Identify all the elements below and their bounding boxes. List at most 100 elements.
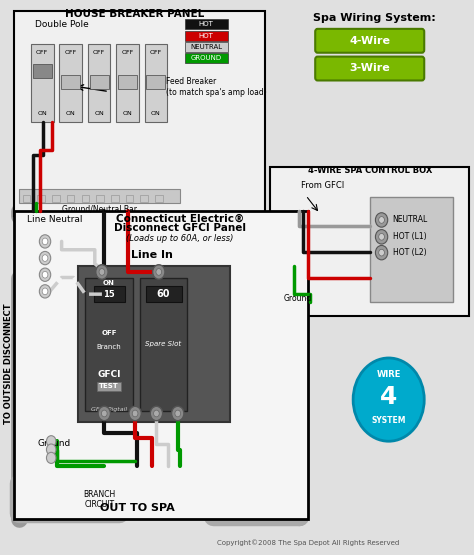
Bar [61, 75, 80, 89]
Bar [155, 195, 163, 202]
Text: 4: 4 [380, 385, 397, 409]
Text: Ground: Ground [38, 440, 71, 448]
Circle shape [39, 268, 51, 281]
Text: 60: 60 [157, 289, 170, 299]
Text: Line In: Line In [131, 250, 173, 260]
Circle shape [379, 249, 384, 256]
Circle shape [39, 285, 51, 298]
Bar [23, 195, 30, 202]
Circle shape [46, 452, 56, 463]
Text: HOT (L1): HOT (L1) [393, 233, 427, 241]
Bar [185, 53, 228, 63]
Text: Copyright©2008 The Spa Depot All Rights Reserved: Copyright©2008 The Spa Depot All Rights … [217, 539, 399, 546]
Bar [140, 195, 148, 202]
FancyBboxPatch shape [315, 29, 424, 53]
Text: OFF: OFF [36, 50, 48, 56]
Circle shape [46, 436, 56, 447]
Bar [31, 44, 54, 122]
Text: OFF: OFF [101, 330, 117, 336]
Text: 4-WIRE SPA CONTROL BOX: 4-WIRE SPA CONTROL BOX [308, 166, 432, 175]
Circle shape [96, 265, 108, 279]
Circle shape [375, 245, 388, 260]
Text: Line Neutral: Line Neutral [27, 215, 82, 224]
Bar [145, 44, 167, 122]
Bar [146, 286, 182, 302]
Circle shape [353, 358, 424, 441]
Text: NEUTRAL: NEUTRAL [190, 44, 222, 49]
Bar [126, 195, 133, 202]
Text: GFCI Pigtail: GFCI Pigtail [91, 407, 127, 412]
Text: 15: 15 [103, 290, 115, 299]
Text: NEUTRAL: NEUTRAL [392, 215, 428, 224]
Text: HOT (L2): HOT (L2) [393, 248, 427, 257]
Text: TO OUTSIDE DISCONNECT: TO OUTSIDE DISCONNECT [4, 303, 13, 424]
Text: Branch: Branch [97, 344, 121, 350]
Circle shape [375, 213, 388, 227]
Circle shape [153, 265, 165, 279]
Text: HOT: HOT [199, 22, 214, 27]
Circle shape [39, 235, 51, 248]
Circle shape [379, 216, 384, 223]
FancyBboxPatch shape [315, 57, 424, 80]
Text: HOT: HOT [199, 33, 214, 38]
Text: Connecticut Electric®: Connecticut Electric® [116, 214, 244, 224]
Circle shape [156, 269, 162, 275]
Bar [14, 11, 265, 216]
Circle shape [175, 410, 181, 417]
Bar [88, 44, 110, 122]
Bar [96, 195, 104, 202]
Text: BRANCH
CIRCUIT: BRANCH CIRCUIT [83, 490, 116, 509]
Circle shape [42, 288, 48, 295]
Text: ON: ON [151, 111, 161, 117]
Bar [85, 278, 133, 411]
Text: Feed Breaker
(to match spa's amp load): Feed Breaker (to match spa's amp load) [166, 78, 267, 97]
Bar [67, 195, 74, 202]
Bar [52, 195, 60, 202]
Bar [14, 211, 308, 519]
Bar [94, 286, 125, 302]
Bar [146, 75, 165, 89]
Text: Disconnect GFCI Panel: Disconnect GFCI Panel [114, 223, 246, 233]
Text: 3-Wire: 3-Wire [349, 63, 390, 73]
Circle shape [39, 251, 51, 265]
Text: SYSTEM: SYSTEM [372, 416, 406, 425]
Bar [82, 195, 89, 202]
Text: WIRE: WIRE [376, 370, 401, 379]
Circle shape [132, 410, 138, 417]
Text: From GFCI: From GFCI [301, 181, 344, 190]
Text: HOUSE BREAKER PANEL: HOUSE BREAKER PANEL [65, 9, 205, 19]
Text: ON: ON [123, 111, 132, 117]
Bar [270, 166, 469, 316]
Circle shape [379, 234, 384, 240]
Bar [370, 197, 453, 302]
Text: Spa Wiring System:: Spa Wiring System: [313, 13, 436, 23]
Bar [90, 75, 109, 89]
Circle shape [46, 444, 56, 455]
Circle shape [42, 271, 48, 278]
Bar [116, 44, 139, 122]
Circle shape [99, 269, 105, 275]
Text: GROUND: GROUND [191, 55, 222, 60]
Text: TEST: TEST [99, 383, 119, 388]
Circle shape [101, 410, 107, 417]
Text: Double Pole: Double Pole [35, 21, 89, 29]
Text: GFCI: GFCI [97, 370, 121, 379]
Bar [19, 189, 180, 203]
Circle shape [154, 410, 159, 417]
Bar [78, 266, 230, 422]
Text: (Loads up to 60A, or less): (Loads up to 60A, or less) [127, 234, 234, 243]
Text: ON: ON [66, 111, 75, 117]
Bar [118, 75, 137, 89]
Text: OFF: OFF [64, 50, 77, 56]
Circle shape [129, 406, 141, 421]
Bar [59, 44, 82, 122]
Text: OFF: OFF [121, 50, 134, 56]
Bar [185, 42, 228, 52]
Bar [97, 382, 121, 391]
Bar [111, 195, 118, 202]
Text: 4-Wire: 4-Wire [349, 36, 390, 46]
Circle shape [98, 406, 110, 421]
Circle shape [172, 406, 184, 421]
Bar [185, 19, 228, 29]
Bar [33, 64, 52, 78]
